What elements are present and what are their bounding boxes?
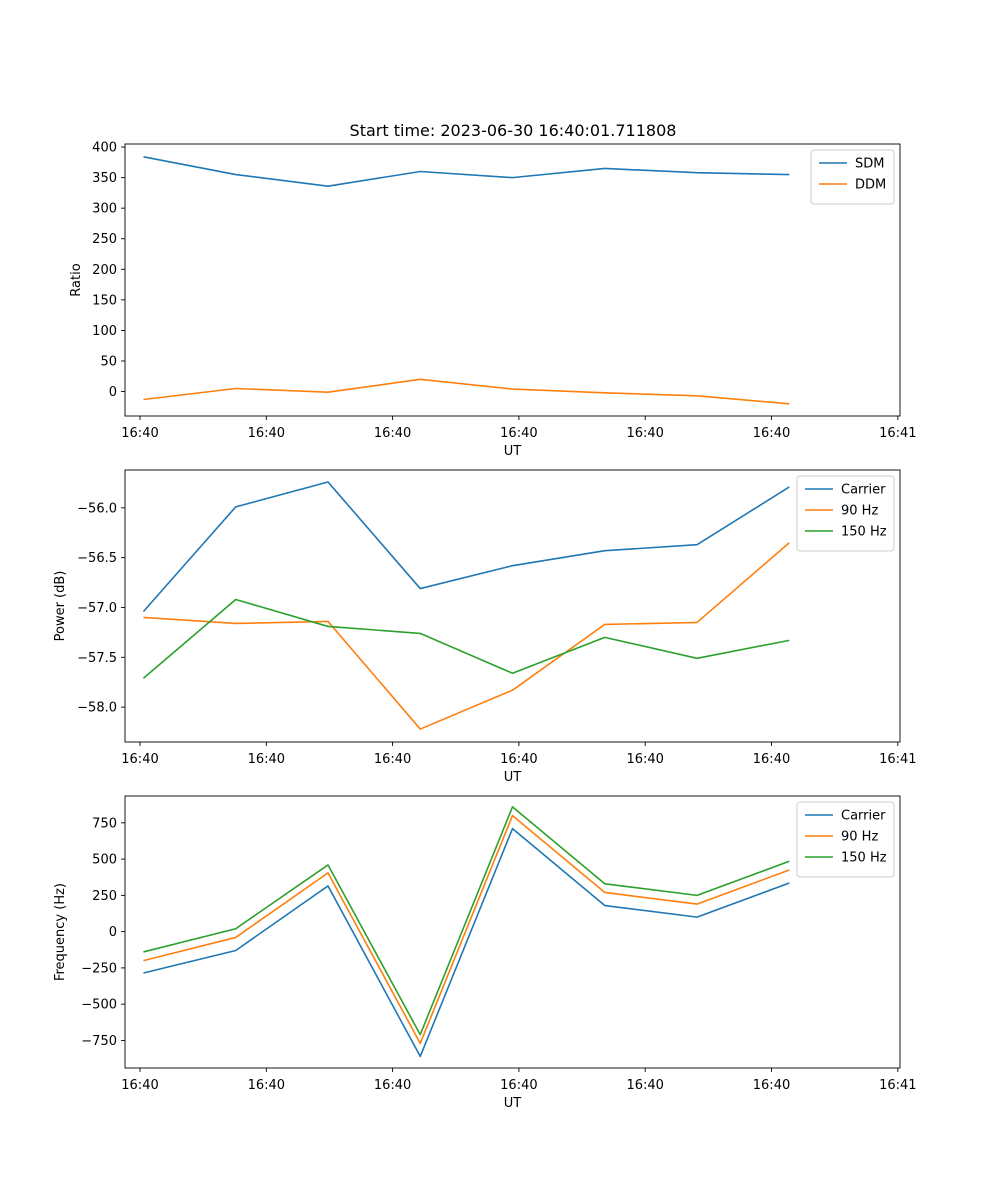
legend-label-2-3: 150 Hz [841, 525, 887, 540]
x-tick-label-3-1: 16:40 [121, 1078, 158, 1093]
x-tick-label-1-4: 16:40 [500, 426, 537, 441]
x-tick-label-3-7: 16:41 [879, 1078, 916, 1093]
axes-frame-2 [124, 469, 901, 743]
y-tick-label-1-8: 350 [92, 171, 117, 186]
y-tick-label-2-3: −57.0 [77, 601, 117, 616]
panel-1: 16:40 16:40 16:40 16:40 16:40 16:40 16:41 0 50 10… [69, 141, 917, 459]
panel-2: 16:40 16:40 16:40 16:40 16:40 16:40 16:41 −58.0… [53, 469, 917, 785]
chart-title: Start time: 2023-06-30 16:40:01.711808 [350, 121, 677, 140]
y-tick-label-1-7: 300 [92, 202, 117, 217]
x-tick-label-3-2: 16:40 [248, 1078, 285, 1093]
series-line-3-1 [143, 827, 790, 1058]
x-axis-label-2: UT [504, 770, 522, 785]
x-tick-label-3-3: 16:40 [374, 1078, 411, 1093]
x-axis-label-3: UT [504, 1096, 522, 1111]
x-tick-label-1-1: 16:40 [121, 426, 158, 441]
legend-2 [796, 475, 895, 552]
x-tick-label-2-5: 16:40 [626, 752, 663, 767]
y-tick-label-3-2: −500 [81, 998, 117, 1013]
y-tick-label-2-2: −57.5 [77, 651, 117, 666]
y-axis-label-1: Ratio [69, 263, 84, 296]
y-axis-label-2: Power (dB) [53, 571, 68, 642]
x-axis-label-1: UT [504, 444, 522, 459]
y-tick-label-1-3: 100 [92, 324, 117, 339]
y-tick-label-2-1: −58.0 [77, 701, 117, 716]
x-tick-label-2-3: 16:40 [374, 752, 411, 767]
y-tick-label-2-5: −56.0 [77, 501, 117, 516]
legend-label-2-2: 90 Hz [841, 504, 878, 519]
y-axis-label-3: Frequency (Hz) [53, 883, 68, 981]
legend-label-1-2: DDM [855, 178, 886, 193]
axes-frame-1 [124, 143, 901, 417]
legend-label-2-1: Carrier [841, 483, 886, 498]
x-tick-label-2-2: 16:40 [248, 752, 285, 767]
series-line-3-3 [143, 806, 790, 1036]
y-tick-label-1-5: 200 [92, 263, 117, 278]
legend-3 [796, 801, 895, 878]
y-tick-label-1-9: 400 [92, 141, 117, 156]
legend-label-3-3: 150 Hz [841, 851, 887, 866]
x-tick-label-2-6: 16:40 [753, 752, 790, 767]
y-tick-label-3-1: −750 [81, 1034, 117, 1049]
y-tick-label-1-2: 50 [100, 354, 117, 369]
legend-label-1-1: SDM [855, 157, 884, 172]
y-tick-label-3-6: 500 [92, 853, 117, 868]
x-tick-label-3-5: 16:40 [626, 1078, 663, 1093]
y-tick-label-1-1: 0 [109, 385, 117, 400]
y-tick-label-3-7: 750 [92, 816, 117, 831]
x-tick-label-1-2: 16:40 [248, 426, 285, 441]
y-tick-label-1-6: 250 [92, 232, 117, 247]
series-line-3-2 [143, 814, 790, 1045]
series-line-2-3 [142, 598, 790, 679]
x-tick-label-2-4: 16:40 [500, 752, 537, 767]
x-tick-label-2-7: 16:41 [879, 752, 916, 767]
x-tick-label-3-4: 16:40 [500, 1078, 537, 1093]
x-tick-label-1-7: 16:41 [879, 426, 916, 441]
y-tick-label-3-4: 0 [109, 925, 117, 940]
series-line-2-2 [143, 542, 790, 730]
legend-label-3-2: 90 Hz [841, 830, 878, 845]
x-tick-label-1-6: 16:40 [753, 426, 790, 441]
x-tick-label-3-6: 16:40 [753, 1078, 790, 1093]
series-line-1-1 [143, 156, 790, 187]
panels: 16:40 16:40 16:40 16:40 16:40 16:40 16:41 0 50 10… [53, 141, 917, 1111]
x-tick-label-2-1: 16:40 [121, 752, 158, 767]
series-line-2-1 [142, 481, 790, 613]
legend-label-3-1: Carrier [841, 809, 886, 824]
series-line-1-2 [143, 378, 790, 405]
x-tick-label-1-3: 16:40 [374, 426, 411, 441]
y-tick-label-3-3: −250 [81, 961, 117, 976]
panel-3: 16:40 16:40 16:40 16:40 16:40 16:40 16:41 −750 −… [53, 795, 917, 1111]
x-tick-label-1-5: 16:40 [626, 426, 663, 441]
y-tick-label-2-4: −56.5 [77, 551, 117, 566]
y-tick-label-1-4: 150 [92, 293, 117, 308]
y-tick-label-3-5: 250 [92, 889, 117, 904]
